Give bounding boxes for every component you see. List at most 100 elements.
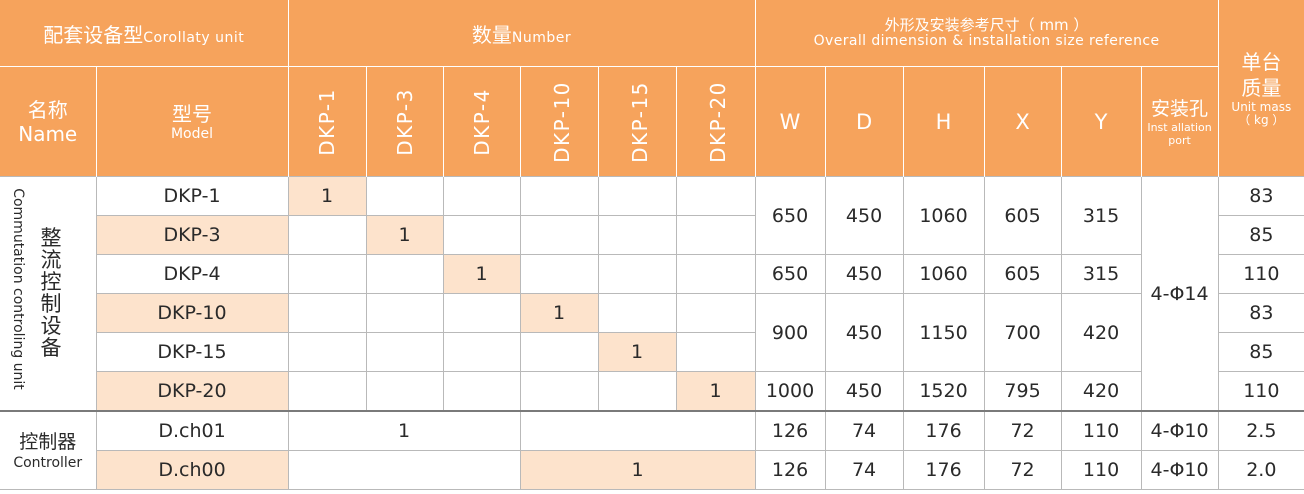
header-install-port: 安装孔 Inst allation port [1141, 66, 1219, 177]
empty-cell [442, 371, 521, 412]
empty-cell [597, 176, 677, 216]
dim-x-cell: 700 [983, 293, 1062, 372]
mass-cell: 83 [1217, 293, 1304, 333]
empty-cell [365, 332, 444, 372]
install-port-cell: 4-Φ14 [1140, 176, 1219, 412]
dim-y-cell: 420 [1060, 371, 1142, 412]
quantity-cell: 1 [365, 215, 444, 255]
header-qty-dkp20: DKP-20 [676, 66, 756, 177]
header-dimension-cn: 外形及安装参考尺寸（ mm ） [884, 16, 1089, 34]
dim-y-cell: 110 [1060, 410, 1142, 451]
quantity-cell: 1 [675, 371, 756, 412]
empty-cell [287, 215, 367, 255]
category-rectifier-labels: Commutation controling unit 整流控制设备 [0, 179, 96, 409]
model-cell: DKP-20 [95, 371, 289, 412]
empty-cell [287, 332, 367, 372]
dim-d-cell: 74 [824, 450, 904, 490]
empty-cell [519, 176, 599, 216]
header-equipment-cn: 配套设备型 [43, 22, 144, 47]
dim-d-cell: 450 [824, 371, 904, 412]
model-cell: DKP-4 [95, 254, 289, 294]
empty-cell [365, 176, 444, 216]
table-row: DKP-20 1 1000 450 1520 795 420 110 [0, 371, 1304, 412]
empty-cell [519, 410, 756, 451]
table-row: Commutation controling unit 整流控制设备 DKP-1… [0, 176, 1304, 412]
mass-cell: 110 [1217, 371, 1304, 412]
dim-y-cell: 315 [1060, 176, 1142, 255]
empty-cell [675, 254, 756, 294]
model-cell: D.ch00 [95, 450, 289, 490]
table-row: DKP-15 1 85 [0, 332, 1304, 372]
header-qty-dkp1: DKP-1 [288, 66, 367, 177]
header-quantity: 数量Number [288, 0, 756, 67]
dim-h-cell: 176 [902, 450, 985, 490]
dim-d-cell: 450 [824, 176, 904, 255]
header-dim-y: Y [1061, 66, 1142, 177]
empty-cell [597, 215, 677, 255]
model-cell: DKP-10 [95, 293, 289, 333]
model-cell: DKP-1 [95, 176, 289, 216]
mass-cell: 2.5 [1217, 410, 1304, 451]
header-dim-label: W [779, 109, 801, 134]
category-rectifier-cn: 整流控制设备 [40, 225, 62, 360]
header-qty-label: DKP-4 [469, 87, 494, 156]
header-row-groups: 配套设备型Corollaty unit 数量Number 外形及安装参考尺寸（ … [0, 0, 1304, 177]
header-row-columns: 名称 Name 型号 Model DKP-1 DKP-3 DKP-4 DKP-1… [0, 66, 1304, 177]
install-port-cell: 4-Φ10 [1140, 450, 1219, 490]
header-model: 型号 Model [96, 66, 289, 177]
header-dim-label: X [1015, 109, 1030, 134]
empty-cell [365, 371, 444, 412]
empty-cell [597, 293, 677, 333]
header-dim-x: X [984, 66, 1062, 177]
header-dimension-en: Overall dimension & installation size re… [813, 33, 1160, 49]
header-qty-label: DKP-20 [705, 80, 730, 163]
header-qty-dkp3: DKP-3 [366, 66, 444, 177]
header-name-en: Name [18, 121, 78, 146]
mass-cell: 85 [1217, 215, 1304, 255]
header-install-port-cn: 安装孔 [1151, 97, 1209, 120]
install-port-cell: 4-Φ10 [1140, 410, 1219, 451]
table-row: DKP-4 1 650 450 1060 605 315 110 [0, 254, 1304, 294]
empty-cell [597, 371, 677, 412]
dim-h-cell: 1520 [902, 371, 985, 412]
header-qty-dkp4: DKP-4 [443, 66, 521, 177]
empty-cell [442, 293, 521, 333]
quantity-cell: 1 [442, 254, 521, 294]
dim-x-cell: 72 [983, 450, 1062, 490]
category-rectifier-en: Commutation controling unit [10, 187, 26, 390]
category-rectifier: Commutation controling unit 整流控制设备 [0, 176, 97, 412]
empty-cell [675, 293, 756, 333]
header-unit-mass-cn: 单台质量 [1241, 50, 1282, 100]
header-dim-label: Y [1094, 109, 1108, 134]
quantity-cell: 1 [287, 176, 367, 216]
header-model-cn: 型号 [172, 101, 212, 126]
header-quantity-cn: 数量 [471, 22, 512, 47]
header-install-port-en: Inst allation port [1147, 120, 1212, 147]
empty-cell [287, 450, 521, 490]
dim-w-cell: 650 [754, 176, 826, 255]
quantity-cell: 1 [519, 293, 599, 333]
dim-h-cell: 176 [902, 410, 985, 451]
empty-cell [287, 254, 367, 294]
category-controller-en: Controller [13, 454, 83, 471]
empty-cell [675, 332, 756, 372]
category-controller: 控制器 Controller [0, 410, 97, 490]
empty-cell [442, 332, 521, 372]
category-controller-cn: 控制器 [19, 430, 77, 453]
dim-y-cell: 315 [1060, 254, 1142, 294]
header-dim-d: D [825, 66, 904, 177]
dim-h-cell: 1060 [902, 176, 985, 255]
header-dim-label: D [855, 109, 873, 134]
header-unit-mass-unit: （ kg ） [1238, 113, 1285, 127]
empty-cell [287, 371, 367, 412]
table-row: D.ch00 1 126 74 176 72 110 4-Φ10 2.0 [0, 450, 1304, 490]
empty-cell [287, 293, 367, 333]
header-qty-label: DKP-15 [627, 80, 652, 163]
dim-d-cell: 450 [824, 293, 904, 372]
header-qty-label: DKP-1 [314, 87, 339, 156]
header-unit-mass: 单台质量 Unit mass （ kg ） [1218, 0, 1304, 177]
mass-cell: 85 [1217, 332, 1304, 372]
header-name: 名称 Name [0, 66, 97, 177]
empty-cell [519, 215, 599, 255]
empty-cell [597, 254, 677, 294]
